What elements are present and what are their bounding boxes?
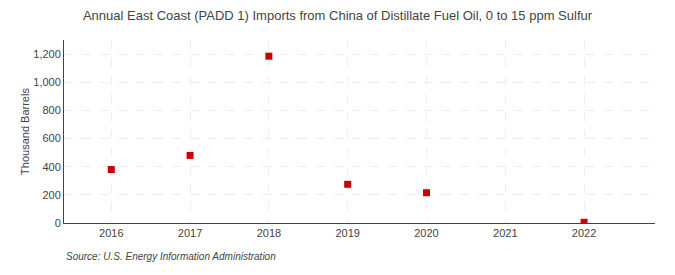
svg-text:2021: 2021 bbox=[493, 227, 517, 239]
svg-text:Thousand Barrels: Thousand Barrels bbox=[19, 88, 31, 175]
svg-text:1,200: 1,200 bbox=[33, 48, 61, 60]
svg-text:400: 400 bbox=[42, 161, 60, 173]
svg-text:1,000: 1,000 bbox=[33, 76, 61, 88]
svg-text:2019: 2019 bbox=[335, 227, 359, 239]
svg-text:600: 600 bbox=[42, 132, 60, 144]
svg-text:Source: U.S. Energy Informatio: Source: U.S. Energy Information Administ… bbox=[66, 251, 276, 262]
svg-text:2018: 2018 bbox=[257, 227, 281, 239]
svg-text:2017: 2017 bbox=[178, 227, 202, 239]
svg-text:2020: 2020 bbox=[414, 227, 438, 239]
svg-text:2022: 2022 bbox=[572, 227, 596, 239]
svg-text:800: 800 bbox=[42, 104, 60, 116]
svg-text:0: 0 bbox=[55, 217, 61, 229]
svg-text:200: 200 bbox=[42, 189, 60, 201]
svg-text:Annual East Coast (PADD 1) Imp: Annual East Coast (PADD 1) Imports from … bbox=[83, 8, 593, 23]
svg-text:2016: 2016 bbox=[99, 227, 123, 239]
